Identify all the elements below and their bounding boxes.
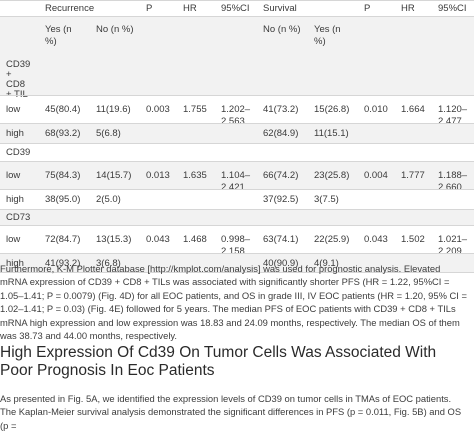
table-row: high 68(93.2) 5(6.8) 62(84.9) 11(15.1) [0,123,474,143]
header-survival: Survival [263,3,297,14]
cell-rec-yes: 45(80.4) [45,104,81,115]
cell-rec-yes: 72(84.7) [45,234,81,245]
cell-surv-no: 37(92.5) [263,194,299,205]
cell-rec-yes: 41(93.2) [45,258,81,269]
group-label-row: CD73 [0,209,474,225]
cell-ci-2: 1.120– 2.477 [438,104,468,127]
table-subheader-row: Yes (n %) No (n %) No (n %) Yes (n %) CD… [0,16,474,100]
header-p-1: P [146,3,153,14]
subheader-yes-1: Yes (n %) [45,24,72,47]
cell-hr-2: 1.502 [401,234,425,245]
subheader-no-2: No (n %) [263,24,301,35]
cell-surv-no: 66(74.2) [263,170,299,181]
body-paragraph-cd39-tumor: As presented in Fig. 5A, we identified t… [0,393,462,431]
results-table: Recurrence P HR 95%CI Survival P HR 95%C… [0,0,474,273]
cell-hr-1: 1.468 [183,234,207,245]
header-hr-2: HR [401,3,415,14]
cell-surv-no: 62(84.9) [263,128,299,139]
cell-p-1: 0.043 [146,234,170,245]
cell-ci-1: 0.998– 2.158 [221,234,251,257]
row-level: high [6,194,24,205]
cell-rec-yes: 38(95.0) [45,194,81,205]
cell-p-1: 0.003 [146,104,170,115]
row-level: high [6,128,24,139]
header-ci-2: 95%CI [438,3,467,14]
group-label-row: CD39 [0,143,474,161]
cell-rec-yes: 68(93.2) [45,128,81,139]
cell-surv-yes: 4(9.1) [314,258,339,269]
cell-p-2: 0.004 [364,170,388,181]
row-level: low [6,104,21,115]
cell-rec-no: 14(15.7) [96,170,132,181]
subheader-yes-2: Yes (n %) [314,24,341,47]
table-row: low 45(80.4) 11(19.6) 0.003 1.755 1.202–… [0,95,474,127]
cell-surv-no: 63(74.1) [263,234,299,245]
cell-rec-no: 5(6.8) [96,128,121,139]
cell-rec-no: 3(6.8) [96,258,121,269]
cell-p-2: 0.043 [364,234,388,245]
cell-surv-no: 41(73.2) [263,104,299,115]
table-row: low 72(84.7) 13(15.3) 0.043 1.468 0.998–… [0,225,474,257]
cell-rec-no: 13(15.3) [96,234,132,245]
cell-ci-1: 1.202– 2.563 [221,104,251,127]
cell-p-1: 0.013 [146,170,170,181]
cell-rec-yes: 75(84.3) [45,170,81,181]
cell-hr-1: 1.635 [183,170,207,181]
cell-ci-1: 1.104– 2.421 [221,170,251,193]
header-recurrence: Recurrence [45,3,95,14]
table-header-row: Recurrence P HR 95%CI Survival P HR 95%C… [0,0,474,16]
cell-surv-yes: 3(7.5) [314,194,339,205]
header-hr-1: HR [183,3,197,14]
cell-hr-1: 1.755 [183,104,207,115]
cell-surv-yes: 23(25.8) [314,170,350,181]
row-level: low [6,170,21,181]
body-paragraph-km-plotter: Furthermore, K-M Plotter database [http:… [0,263,467,342]
cell-ci-2: 1.188– 2.660 [438,170,468,193]
cell-hr-2: 1.664 [401,104,425,115]
table-row: high 41(93.2) 3(6.8) 40(90.9) 4(9.1) [0,253,474,273]
cell-surv-yes: 22(25.9) [314,234,350,245]
cell-p-2: 0.010 [364,104,388,115]
header-ci-1: 95%CI [221,3,250,14]
table-row: high 38(95.0) 2(5.0) 37(92.5) 3(7.5) [0,189,474,209]
row-level: high [6,258,24,269]
cell-ci-2: 1.021– 2.209 [438,234,468,257]
section-heading: High Expression Of Cd39 On Tumor Cells W… [0,344,437,379]
cell-hr-2: 1.777 [401,170,425,181]
cell-rec-no: 2(5.0) [96,194,121,205]
cell-surv-no: 40(90.9) [263,258,299,269]
group-label-cd39: CD39 [6,147,31,158]
table-row: low 75(84.3) 14(15.7) 0.013 1.635 1.104–… [0,161,474,193]
cell-rec-no: 11(19.6) [96,104,131,115]
subheader-no-1: No (n %) [96,24,134,35]
group-label-cd73: CD73 [6,212,31,223]
header-p-2: P [364,3,371,14]
group-label-cd39-cd8-til: CD39 + CD8 + TIL [6,59,31,100]
cell-surv-yes: 15(26.8) [314,104,350,115]
cell-surv-yes: 11(15.1) [314,128,349,139]
row-level: low [6,234,21,245]
